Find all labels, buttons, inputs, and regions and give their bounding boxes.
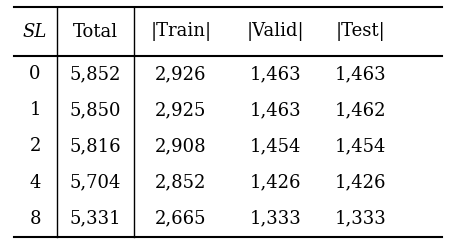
Text: 8: 8 — [29, 210, 41, 228]
Text: 1,462: 1,462 — [334, 101, 386, 119]
Text: 4: 4 — [30, 173, 40, 192]
Text: 2,852: 2,852 — [155, 173, 206, 192]
Text: 1,426: 1,426 — [334, 173, 386, 192]
Text: 1,454: 1,454 — [334, 137, 386, 155]
Text: 2,925: 2,925 — [155, 101, 206, 119]
Text: |Test|: |Test| — [335, 22, 385, 41]
Text: 2,908: 2,908 — [155, 137, 206, 155]
Text: SL: SL — [23, 23, 47, 41]
Text: 2: 2 — [30, 137, 40, 155]
Text: 1,333: 1,333 — [334, 210, 386, 228]
Text: |Train|: |Train| — [150, 22, 211, 41]
Text: 5,704: 5,704 — [69, 173, 121, 192]
Text: 0: 0 — [29, 65, 41, 83]
Text: 5,850: 5,850 — [69, 101, 121, 119]
Text: 5,816: 5,816 — [69, 137, 121, 155]
Text: 5,852: 5,852 — [69, 65, 121, 83]
Text: 1,333: 1,333 — [249, 210, 300, 228]
Text: 5,331: 5,331 — [69, 210, 121, 228]
Text: 1: 1 — [29, 101, 41, 119]
Text: 2,665: 2,665 — [155, 210, 206, 228]
Text: Total: Total — [72, 23, 117, 41]
Text: 1,426: 1,426 — [249, 173, 300, 192]
Text: 1,463: 1,463 — [249, 101, 300, 119]
Text: 1,463: 1,463 — [249, 65, 300, 83]
Text: |Valid|: |Valid| — [246, 22, 303, 41]
Text: 2,926: 2,926 — [155, 65, 206, 83]
Text: 1,454: 1,454 — [249, 137, 300, 155]
Text: 1,463: 1,463 — [334, 65, 386, 83]
